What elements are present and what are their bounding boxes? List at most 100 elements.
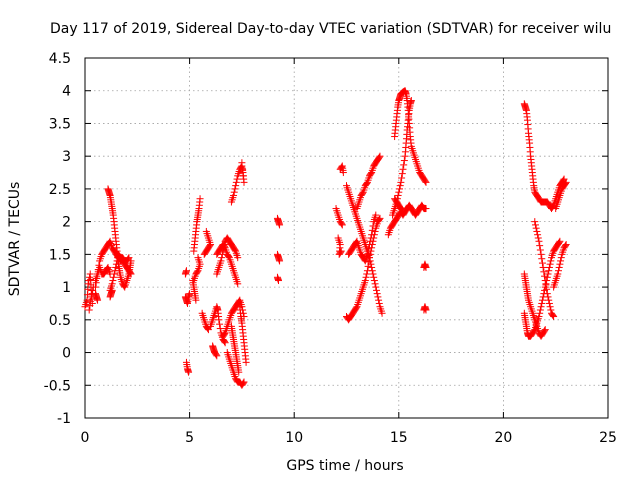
y-axis-label: SDTVAR / TECUs xyxy=(7,182,23,297)
tick-labels: 0 5 10 15 20 25 -1 -0.5 0 0.5 1 1.5 2 2.5 3 3.5 4 4.5 xyxy=(44,51,617,446)
data-point xyxy=(366,254,374,262)
data-point xyxy=(109,277,117,285)
data-point xyxy=(363,270,371,278)
data-point xyxy=(108,286,116,294)
data-point xyxy=(242,358,250,366)
data-point xyxy=(375,153,383,161)
data-point xyxy=(232,182,240,190)
data-point xyxy=(215,316,223,324)
data-point xyxy=(532,224,540,232)
data-point xyxy=(110,273,118,281)
data-point xyxy=(531,221,539,229)
data-point xyxy=(338,220,346,228)
data-point xyxy=(239,172,247,180)
data-point xyxy=(194,254,202,262)
data-point xyxy=(535,237,543,245)
data-point xyxy=(536,246,544,254)
data-point xyxy=(213,352,221,360)
data-point xyxy=(550,313,558,321)
data-point xyxy=(220,330,228,338)
data-point xyxy=(111,267,119,275)
data-point xyxy=(539,263,547,271)
data-point xyxy=(225,253,233,261)
data-point xyxy=(394,191,402,199)
data-point xyxy=(217,257,225,265)
chart-title: Day 117 of 2019, Sidereal Day-to-day VTE… xyxy=(50,21,611,37)
data-point xyxy=(367,234,375,242)
y-tick-label: 0.5 xyxy=(49,313,71,329)
y-tick-label: 4 xyxy=(62,84,71,100)
data-point xyxy=(395,188,403,196)
data-point xyxy=(395,185,403,193)
y-tick-label: 4.5 xyxy=(49,51,71,67)
data-point xyxy=(543,290,551,298)
data-point xyxy=(231,246,239,254)
data-point xyxy=(562,241,570,249)
data-point xyxy=(557,257,565,265)
data-point xyxy=(86,302,94,310)
data-point xyxy=(94,296,102,304)
data-point xyxy=(545,267,553,275)
data-point xyxy=(562,178,570,186)
data-point xyxy=(536,242,544,250)
data-point xyxy=(400,157,408,165)
y-tick-label: 3.5 xyxy=(49,116,71,132)
data-point xyxy=(230,191,238,199)
data-points xyxy=(81,87,570,389)
grid xyxy=(85,58,608,418)
data-point xyxy=(337,247,345,255)
data-point xyxy=(85,306,93,314)
data-point xyxy=(366,237,374,245)
data-point xyxy=(216,320,224,328)
data-point xyxy=(368,267,376,275)
y-tick-label: -0.5 xyxy=(44,378,71,394)
data-point xyxy=(218,254,226,262)
data-point xyxy=(240,378,248,386)
data-point xyxy=(127,270,135,278)
data-point xyxy=(538,255,546,263)
data-point xyxy=(537,250,545,258)
data-point xyxy=(112,260,120,268)
data-point xyxy=(398,170,406,178)
data-point xyxy=(533,227,541,235)
data-point xyxy=(422,178,430,186)
data-point xyxy=(363,179,371,187)
data-point xyxy=(352,304,360,312)
data-point xyxy=(234,280,242,288)
data-point xyxy=(397,178,405,186)
data-point xyxy=(337,248,345,256)
data-point xyxy=(534,231,542,239)
data-point xyxy=(220,244,228,252)
y-tick-label: 3 xyxy=(62,149,71,165)
data-point xyxy=(338,221,346,229)
data-point xyxy=(366,257,374,265)
data-point xyxy=(399,165,407,173)
x-axis-label: GPS time / hours xyxy=(286,458,403,474)
y-tick-label: 1 xyxy=(62,280,71,296)
axes xyxy=(84,57,609,419)
data-point xyxy=(276,257,284,265)
data-point xyxy=(362,273,370,281)
data-point xyxy=(234,254,242,262)
data-point xyxy=(361,277,369,285)
data-point xyxy=(87,297,95,305)
data-point xyxy=(541,326,549,334)
data-point xyxy=(240,178,248,186)
data-point xyxy=(541,277,549,285)
data-point xyxy=(536,306,544,314)
data-point xyxy=(531,218,539,226)
data-point xyxy=(275,277,283,285)
data-point xyxy=(542,281,550,289)
data-point xyxy=(220,338,228,346)
data-point xyxy=(372,211,380,219)
data-point xyxy=(369,222,377,230)
data-point xyxy=(541,272,549,280)
data-point xyxy=(547,306,555,314)
data-point xyxy=(219,247,227,255)
data-point xyxy=(535,313,543,321)
data-point xyxy=(422,205,430,213)
data-point xyxy=(112,263,120,271)
data-point xyxy=(544,293,552,301)
data-point xyxy=(554,267,562,275)
